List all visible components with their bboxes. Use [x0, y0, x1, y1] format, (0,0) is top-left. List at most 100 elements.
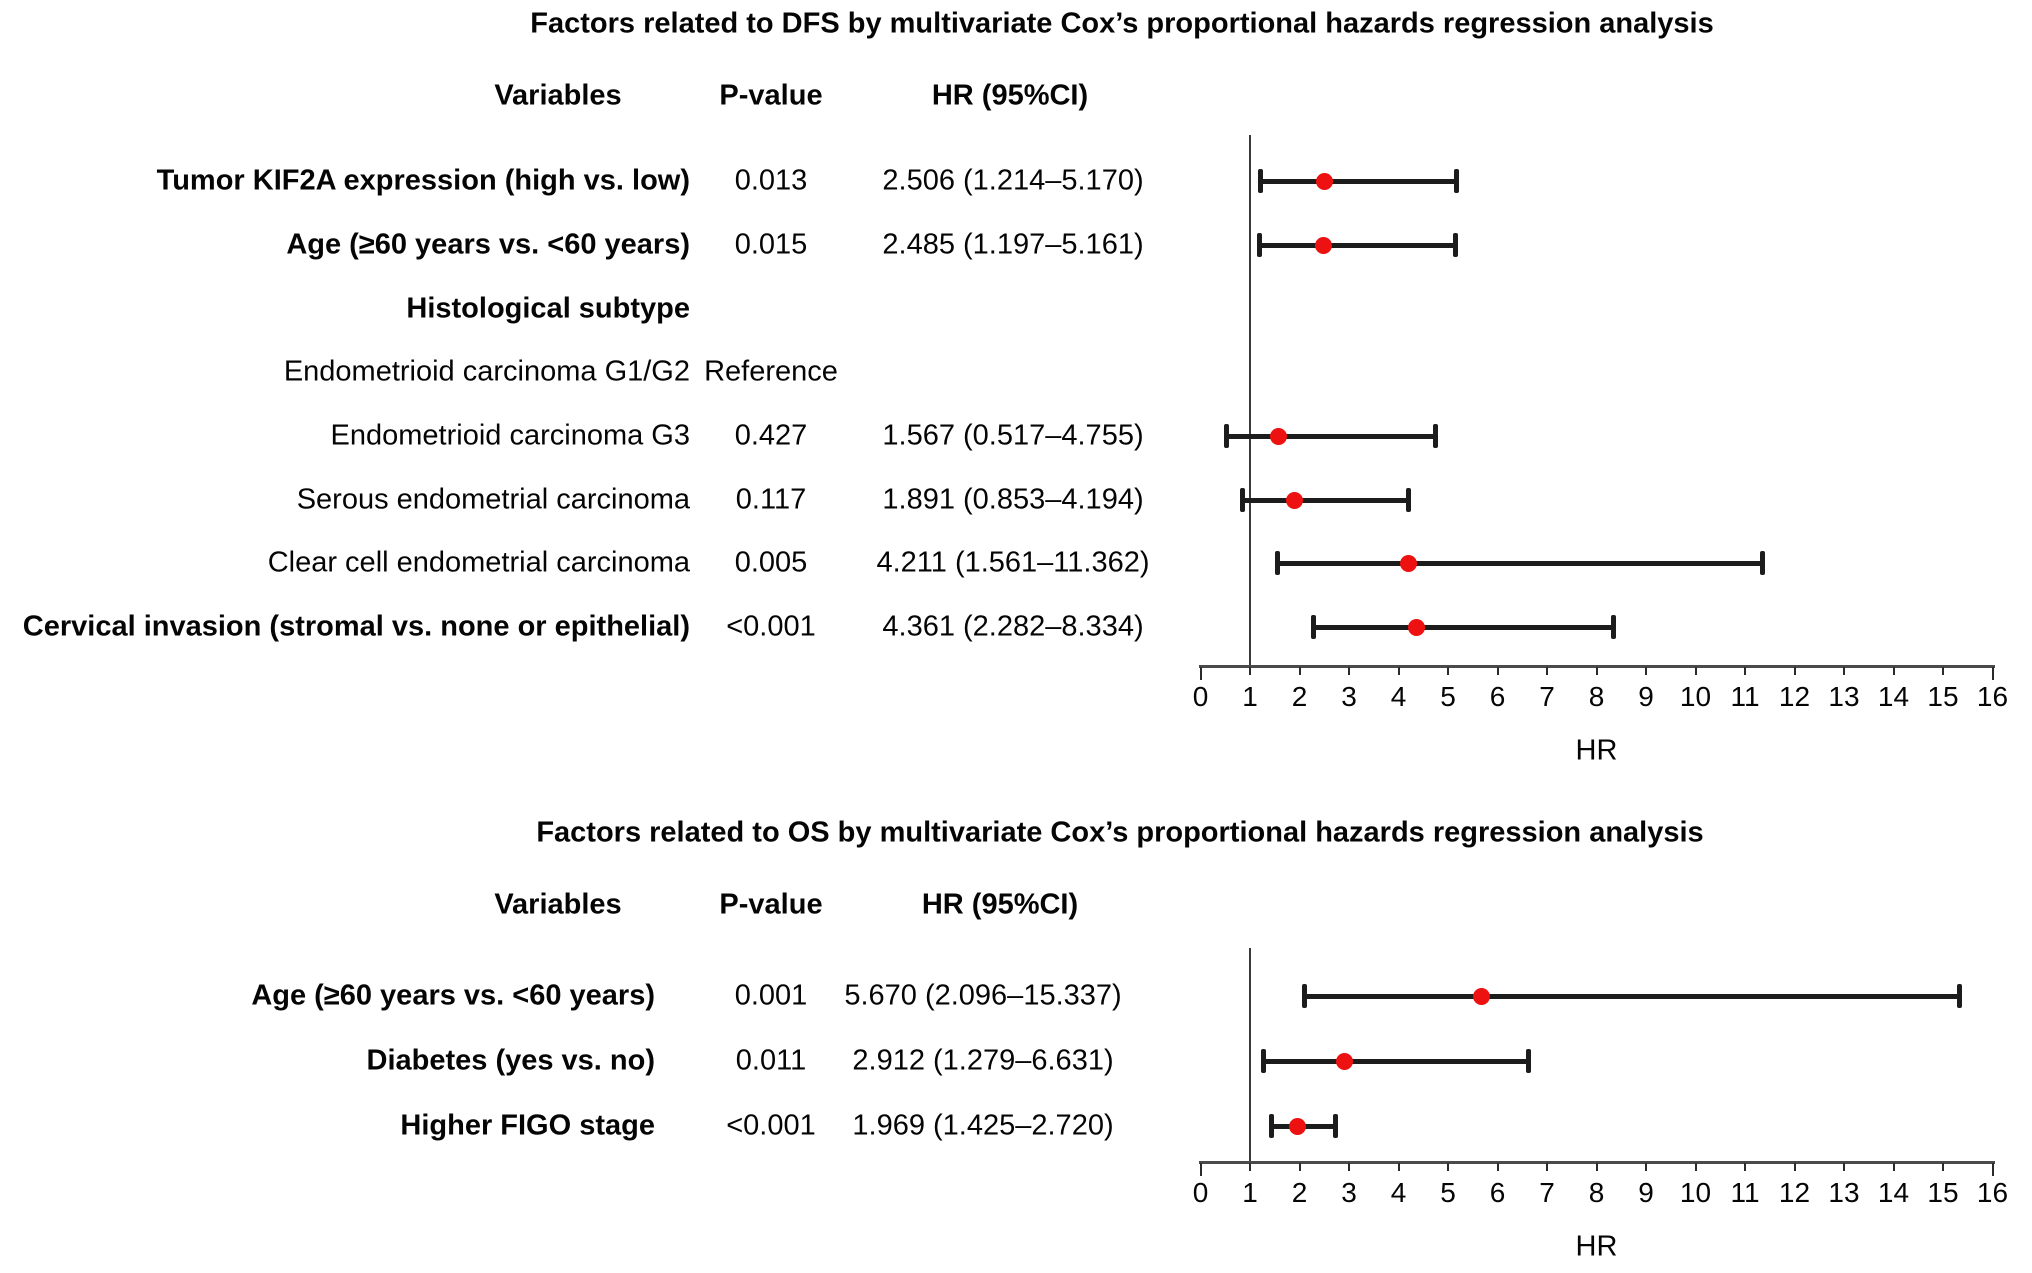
x-axis-tick: [1199, 667, 1202, 680]
x-axis-tick: [1595, 667, 1598, 675]
ci-line: [1263, 1058, 1529, 1064]
row-hr-ci: 4.361 (2.282–8.334): [882, 610, 1144, 643]
row-hr-ci: 2.485 (1.197–5.161): [882, 228, 1144, 261]
ci-cap-high: [1526, 1049, 1532, 1073]
x-axis-tick: [1645, 667, 1647, 675]
x-axis-tick: [1744, 667, 1746, 675]
row-hr-ci: 1.567 (0.517–4.755): [882, 419, 1144, 452]
x-axis-tick-label: 6: [1489, 681, 1506, 712]
x-axis-tick-label: 2: [1291, 1177, 1308, 1208]
row-hr-ci: 2.912 (1.279–6.631): [852, 1044, 1114, 1077]
ci-cap-low: [1258, 169, 1264, 193]
ci-cap-high: [1453, 233, 1459, 257]
x-axis-tick: [1496, 1163, 1499, 1171]
x-axis-tick: [1199, 1163, 1202, 1176]
x-axis-tick-label: 5: [1440, 681, 1456, 712]
x-axis-tick: [1892, 667, 1895, 675]
x-axis-tick: [1793, 667, 1796, 675]
x-axis-tick-label: 13: [1828, 1177, 1860, 1208]
row-p-value: 0.015: [734, 228, 808, 261]
ci-cap-high: [1453, 169, 1459, 193]
x-axis-tick-label: 1: [1242, 681, 1258, 712]
x-axis-tick: [1694, 667, 1697, 675]
os-chart-title: Factors related to OS by multivariate Co…: [536, 816, 1704, 849]
hr-point: [1336, 1052, 1354, 1070]
x-axis-tick-label: 8: [1588, 1177, 1605, 1208]
x-axis-tick: [1595, 1163, 1598, 1171]
row-variable-label: Age (≥60 years vs. <60 years): [286, 228, 690, 261]
x-axis-tick: [1298, 1163, 1301, 1171]
ci-line: [1260, 178, 1457, 184]
x-axis-tick-label: 11: [1730, 681, 1760, 712]
row-variable-label: Histological subtype: [406, 292, 690, 325]
ci-cap-low: [1275, 551, 1281, 575]
ci-cap-low: [1223, 424, 1229, 448]
reference-line: [1249, 948, 1251, 1162]
row-variable-label: Tumor KIF2A expression (high vs. low): [156, 164, 690, 197]
ci-cap-high: [1405, 488, 1411, 512]
os-column-header-p-value: P-value: [719, 888, 823, 921]
row-variable-label: Serous endometrial carcinoma: [296, 483, 690, 516]
x-axis-tick-label: 5: [1440, 1177, 1456, 1208]
x-axis-tick-label: 16: [1976, 1177, 2009, 1208]
x-axis-tick-label: 3: [1341, 681, 1357, 712]
ci-cap-low: [1310, 615, 1316, 639]
x-axis-tick: [1249, 667, 1251, 675]
dfs-column-header-variables: Variables: [494, 79, 622, 112]
x-axis-tick: [1843, 1163, 1845, 1171]
ci-cap-high: [1610, 615, 1616, 639]
ci-cap-high: [1433, 424, 1439, 448]
x-axis-tick: [1793, 1163, 1796, 1171]
x-axis-tick-label: 3: [1341, 1177, 1357, 1208]
row-p-value: 0.001: [734, 979, 808, 1012]
x-axis-tick: [1397, 1163, 1400, 1171]
reference-line: [1249, 135, 1251, 666]
ci-cap-low: [1261, 1049, 1267, 1073]
x-axis-tick: [1348, 1163, 1350, 1171]
x-axis-tick-label: 6: [1489, 1177, 1506, 1208]
x-axis-tick: [1249, 1163, 1251, 1171]
row-variable-label: Higher FIGO stage: [400, 1109, 655, 1142]
row-variable-label: Age (≥60 years vs. <60 years): [251, 979, 655, 1012]
x-axis-tick: [1843, 667, 1845, 675]
hr-point: [1285, 491, 1303, 509]
ci-line: [1242, 497, 1409, 503]
ci-cap-low: [1301, 984, 1307, 1008]
hr-point: [1289, 1117, 1307, 1135]
x-axis-tick-label: 7: [1539, 1177, 1555, 1208]
row-variable-label: Diabetes (yes vs. no): [366, 1044, 656, 1077]
x-axis-tick: [1892, 1163, 1895, 1171]
x-axis-tick-label: 1: [1242, 1177, 1258, 1208]
x-axis-tick-label: 4: [1390, 681, 1407, 712]
row-variable-label: Clear cell endometrial carcinoma: [267, 546, 690, 579]
hr-point: [1269, 427, 1287, 445]
ci-cap-high: [1332, 1114, 1338, 1138]
row-p-value: Reference: [704, 355, 838, 388]
x-axis-tick: [1546, 667, 1548, 675]
x-axis-tick: [1942, 667, 1944, 675]
x-axis-tick: [1397, 667, 1400, 675]
x-axis-tick-label: 0: [1192, 681, 1209, 712]
x-axis-tick-label: 16: [1976, 681, 2009, 712]
row-p-value: 0.011: [735, 1044, 807, 1077]
row-hr-ci: 5.670 (2.096–15.337): [844, 979, 1122, 1012]
row-hr-ci: 4.211 (1.561–11.362): [876, 546, 1150, 579]
x-axis-tick: [1447, 667, 1449, 675]
hr-point: [1315, 236, 1332, 254]
row-variable-label: Endometrioid carcinoma G3: [330, 419, 690, 452]
x-axis-tick-label: 12: [1778, 681, 1811, 712]
x-axis-tick-label: 8: [1588, 681, 1605, 712]
x-axis-tick: [1744, 1163, 1746, 1171]
row-p-value: 0.005: [734, 546, 808, 579]
x-axis-tick-label: 9: [1638, 1177, 1654, 1208]
row-variable-label: Cervical invasion (stromal vs. none or e…: [22, 610, 690, 643]
os-column-header-hr-ci: HR (95%CI): [921, 888, 1079, 921]
row-p-value: 0.117: [735, 483, 807, 516]
x-axis-tick: [1991, 667, 1994, 680]
x-axis-line: [1198, 1160, 1995, 1164]
ci-cap-low: [1257, 233, 1263, 257]
x-axis-tick-label: 0: [1192, 1177, 1209, 1208]
x-axis-tick: [1645, 1163, 1647, 1171]
row-p-value: 0.013: [734, 164, 808, 197]
